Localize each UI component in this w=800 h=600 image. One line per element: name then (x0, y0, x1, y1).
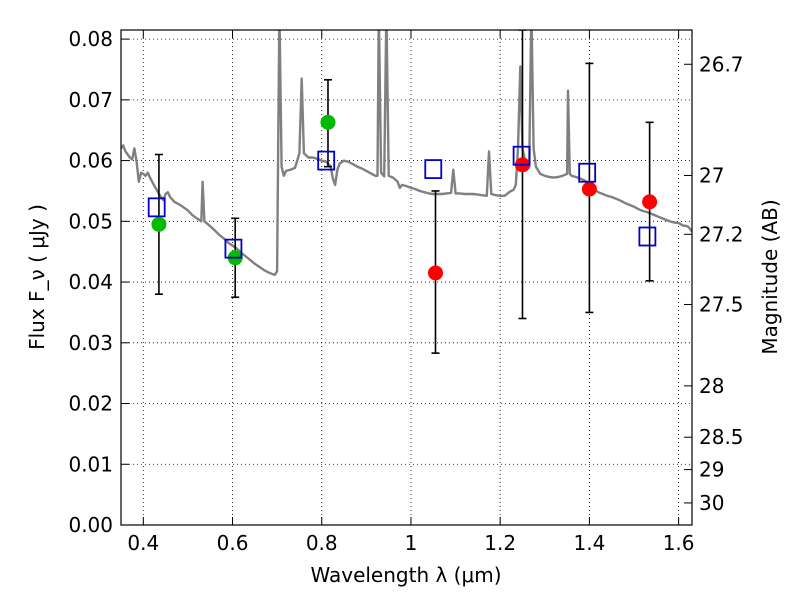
y-tick-label: 0.06 (68, 149, 113, 173)
y-tick-label: 0.03 (68, 331, 113, 355)
model-point (424, 159, 443, 179)
error-bars (154, 30, 654, 354)
x-tick-label: 1.6 (663, 531, 695, 555)
right-tick-label: 27 (699, 163, 724, 187)
plot-area (121, 30, 692, 354)
right-tick-label: 28 (699, 374, 724, 398)
y-tick-label: 0.02 (68, 392, 113, 416)
data-point (151, 216, 167, 232)
x-axis-ticks: 0.4 0.6 0.8 1 1.2 1.4 1.6 (127, 30, 695, 555)
right-tick-label: 28.5 (699, 425, 744, 449)
right-axis-ticks: 26.7 27 27.2 27.5 28 28.5 29 30 (684, 52, 744, 515)
x-axis-title: Wavelength λ (μm) (310, 563, 501, 587)
model-point (147, 197, 166, 218)
x-tick-label: 0.4 (127, 531, 159, 555)
y-tick-label: 0.04 (68, 270, 113, 294)
y-tick-label: 0.05 (68, 209, 113, 233)
plot-frame (120, 29, 693, 526)
y-tick-label: 0.07 (68, 88, 113, 112)
x-tick-label: 0.8 (306, 531, 338, 555)
y-tick-label: 0.01 (68, 452, 113, 476)
right-tick-label: 27.5 (699, 292, 744, 316)
y-tick-label: 0.08 (68, 27, 113, 51)
y-tick-label: 0.00 (68, 513, 113, 537)
x-tick-label: 1.2 (484, 531, 516, 555)
x-tick-label: 0.6 (217, 531, 249, 555)
data-point (320, 114, 336, 130)
data-point (427, 265, 443, 281)
x-tick-label: 1 (405, 531, 418, 555)
data-point (642, 194, 658, 210)
right-tick-label: 29 (699, 458, 724, 482)
y-axis-title: Flux F_ν ( μJy ) (25, 204, 49, 350)
model-point (578, 162, 597, 183)
model-point (224, 238, 243, 259)
data-markers (147, 114, 658, 281)
model-point (317, 150, 336, 171)
right-axis-title: Magnitude (AB) (758, 199, 782, 354)
y-axis-ticks: 0.00 0.01 0.02 0.03 0.04 0.05 0.06 0.07 0.08 (68, 27, 129, 537)
right-tick-label: 27.2 (699, 222, 744, 246)
x-tick-label: 1.4 (573, 531, 605, 555)
right-tick-label: 30 (699, 491, 724, 515)
right-tick-label: 26.7 (699, 52, 744, 76)
model-point (638, 226, 657, 247)
grid-lines (121, 30, 692, 526)
data-point (581, 181, 597, 197)
template-sed-line (121, 30, 692, 276)
model-point (512, 145, 531, 166)
